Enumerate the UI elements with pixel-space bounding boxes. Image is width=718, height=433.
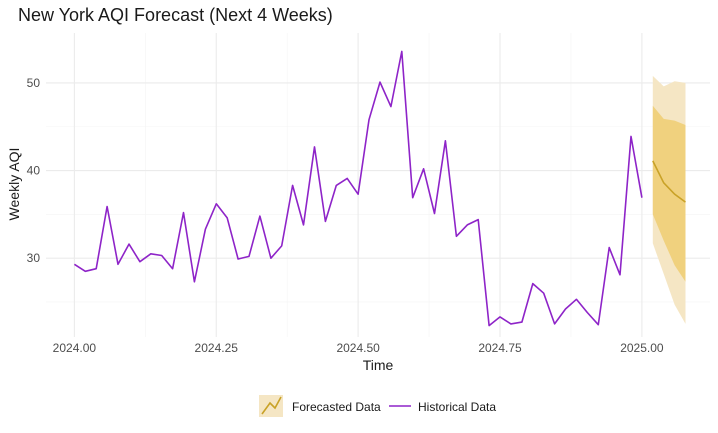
y-tick-label: 50 [27, 76, 41, 90]
legend-item-forecasted: Forecasted Data [259, 395, 381, 417]
x-tick-label: 2025.00 [620, 341, 664, 355]
grid [46, 33, 710, 337]
y-axis-title: Weekly AQI [6, 148, 22, 221]
legend: Forecasted Data Historical Data [259, 395, 496, 417]
x-tick-label: 2024.50 [336, 341, 380, 355]
series-lines [73, 50, 686, 327]
legend-key-forecasted-line [261, 396, 282, 415]
historical-line [73, 50, 643, 327]
chart-title: New York AQI Forecast (Next 4 Weeks) [18, 5, 333, 25]
legend-key-forecasted [259, 395, 283, 417]
y-tick-label: 40 [27, 164, 41, 178]
legend-label-forecasted: Forecasted Data [292, 400, 381, 414]
y-axis-ticks: 30 40 50 [27, 76, 41, 265]
x-axis-title: Time [363, 357, 394, 373]
forecast-band-80-area [652, 105, 686, 282]
forecast-line [652, 160, 686, 203]
x-axis-ticks: 2024.00 2024.25 2024.50 2024.75 2025.00 [53, 341, 664, 355]
y-tick-label: 30 [27, 251, 41, 265]
x-tick-label: 2024.00 [53, 341, 97, 355]
x-tick-label: 2024.25 [195, 341, 239, 355]
legend-label-historical: Historical Data [418, 400, 496, 414]
forecast-band-80 [652, 105, 686, 282]
x-tick-label: 2024.75 [478, 341, 522, 355]
legend-item-historical: Historical Data [389, 400, 496, 414]
